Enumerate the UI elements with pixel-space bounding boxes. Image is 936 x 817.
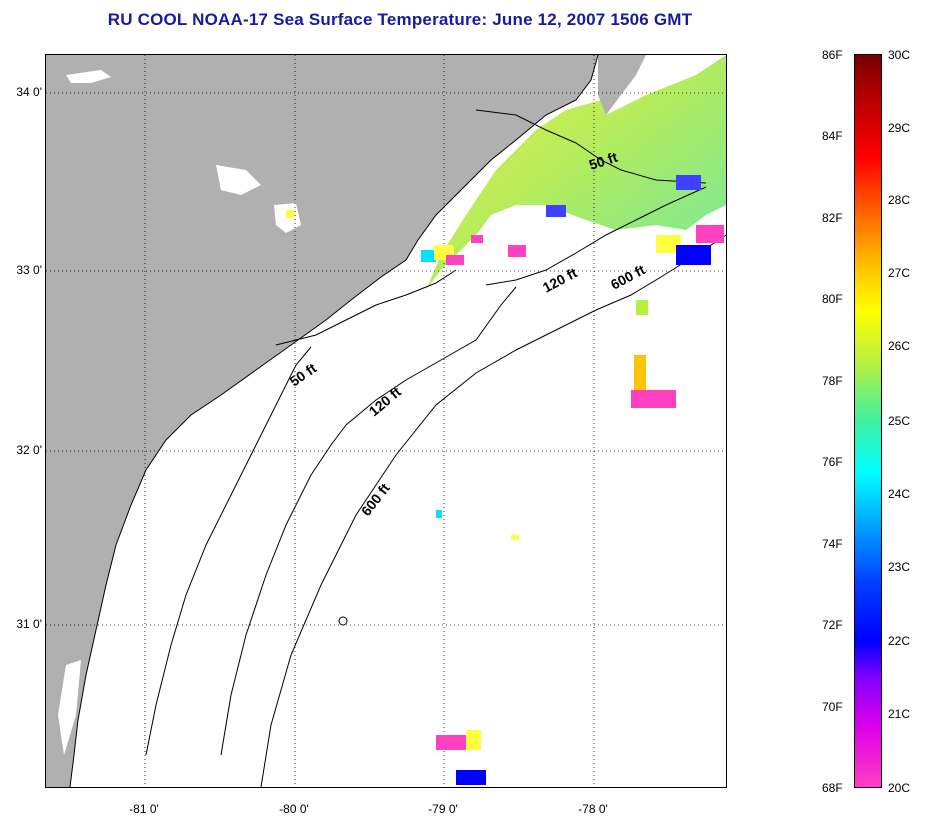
colorbar-c-21: 21C (888, 707, 911, 721)
lon-label-80: -80 0' (279, 802, 309, 816)
colorbar-f-70: 70F (822, 700, 843, 714)
lat-label-33: 33 0' (16, 263, 42, 277)
colorbar-f-82: 82F (822, 211, 843, 225)
map-canvas: 50 ft 120 ft 600 ft 50 ft 120 ft 600 ft (46, 55, 726, 787)
colorbar-f-86: 86F (822, 48, 843, 62)
warm-water-region (426, 55, 726, 290)
colorbar-c-25: 25C (888, 414, 911, 428)
depth-label-600-lower: 600 ft (358, 480, 393, 519)
colorbar-f-76: 76F (822, 455, 843, 469)
lon-label-81: -81 0' (129, 802, 159, 816)
colorbar-f-84: 84F (822, 129, 843, 143)
colorbar-c-26: 26C (888, 339, 911, 353)
colorbar-f-80: 80F (822, 292, 843, 306)
contour-50ft (145, 109, 707, 756)
colorbar-c-23: 23C (888, 560, 911, 574)
colorbar-f-78: 78F (822, 374, 843, 388)
land-area-ne (598, 55, 646, 115)
colorbar-f-74: 74F (822, 537, 843, 551)
lon-label-79: -79 0' (428, 802, 458, 816)
temperature-colorbar (854, 54, 882, 788)
depth-label-120-upper: 120 ft (540, 264, 580, 295)
colorbar-c-20: 20C (888, 781, 911, 795)
depth-label-120-lower: 120 ft (366, 383, 405, 419)
graticule (46, 55, 726, 787)
colorbar-f-72: 72F (822, 618, 843, 632)
contour-600ft (260, 234, 726, 787)
colorbar-f-68: 68F (822, 781, 843, 795)
lon-label-78: -78 0' (578, 802, 608, 816)
colorbar-c-29: 29C (888, 121, 911, 135)
sst-map[interactable]: 50 ft 120 ft 600 ft 50 ft 120 ft 600 ft (45, 54, 727, 788)
depth-label-50-lower: 50 ft (287, 360, 320, 390)
land-area (46, 55, 598, 787)
map-title: RU COOL NOAA-17 Sea Surface Temperature:… (107, 10, 693, 29)
lat-label-34: 34 0' (16, 85, 42, 99)
lat-label-32: 32 0' (16, 443, 42, 457)
colorbar-c-24: 24C (888, 487, 911, 501)
colorbar-c-28: 28C (888, 193, 911, 207)
coastline (69, 55, 599, 787)
contour-120ft (220, 186, 707, 756)
sst-patches (286, 175, 724, 785)
colorbar-c-30: 30C (888, 48, 911, 62)
colorbar-c-27: 27C (888, 266, 911, 280)
colorbar-c-22: 22C (888, 634, 911, 648)
lat-label-31: 31 0' (16, 617, 42, 631)
